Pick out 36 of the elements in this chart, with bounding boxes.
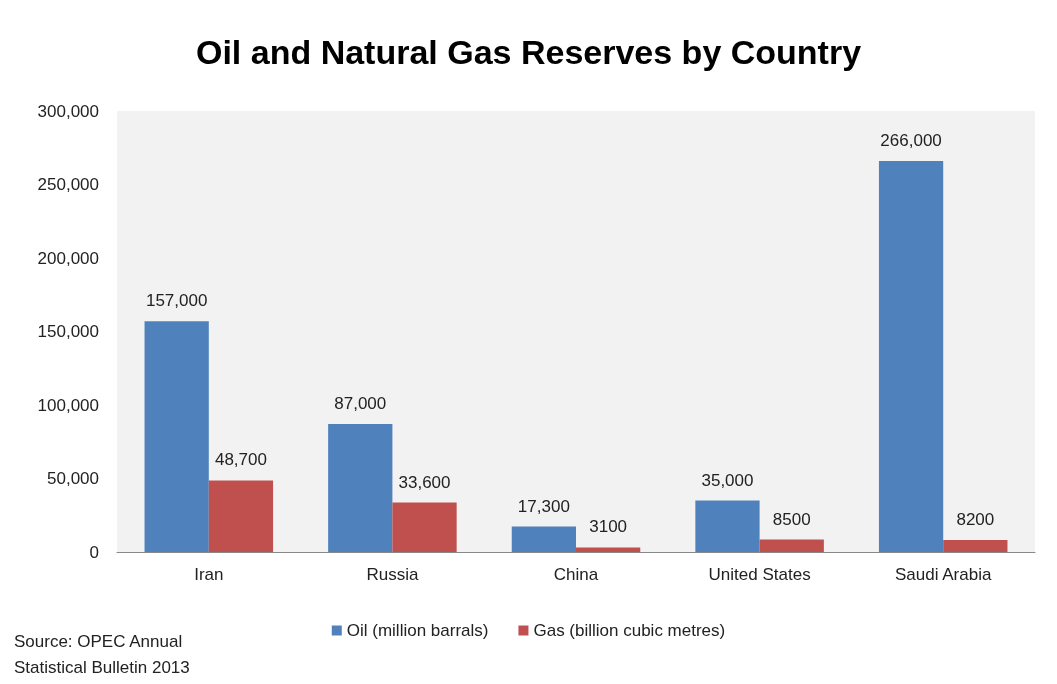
data-label: 33,600 — [398, 472, 451, 492]
source-note: Source: OPEC Annual Statistical Bulletin 2013 — [14, 631, 190, 677]
x-tick-label: United States — [708, 565, 811, 584]
y-tick-label: 0 — [89, 542, 99, 562]
x-tick-label: Iran — [194, 565, 224, 584]
y-tick-label: 300,000 — [37, 101, 99, 121]
bar — [943, 539, 1008, 552]
data-label: 35,000 — [701, 470, 754, 490]
data-label: 3100 — [589, 517, 628, 537]
data-label: 157,000 — [145, 291, 208, 311]
data-label: 87,000 — [334, 394, 387, 414]
bar — [759, 539, 824, 552]
y-tick-label: 200,000 — [37, 248, 99, 268]
data-label: 8200 — [956, 509, 995, 529]
bar — [695, 500, 760, 552]
legend-label: Oil (million barrals) — [346, 621, 489, 640]
x-tick-label: Russia — [366, 565, 419, 584]
legend-label: Gas (billion cubic metres) — [533, 621, 726, 640]
bar — [511, 526, 576, 552]
bar — [878, 160, 944, 552]
data-label: 266,000 — [880, 130, 942, 150]
bar — [392, 502, 457, 552]
y-tick-label: 100,000 — [37, 395, 99, 415]
x-tick-label: Saudi Arabia — [895, 565, 992, 584]
y-tick-label: 50,000 — [47, 469, 99, 488]
chart-title: Oil and Natural Gas Reserves by Country — [195, 33, 862, 71]
data-label: 17,300 — [517, 496, 570, 516]
bar — [208, 480, 274, 552]
bar — [576, 547, 641, 552]
y-tick-label: 150,000 — [37, 322, 99, 341]
data-label: 48,700 — [214, 450, 267, 470]
x-tick-label: China — [553, 565, 599, 584]
y-tick-label: 250,000 — [37, 175, 99, 194]
bar — [328, 424, 393, 552]
bar — [144, 321, 209, 552]
data-label: 8500 — [772, 509, 811, 529]
